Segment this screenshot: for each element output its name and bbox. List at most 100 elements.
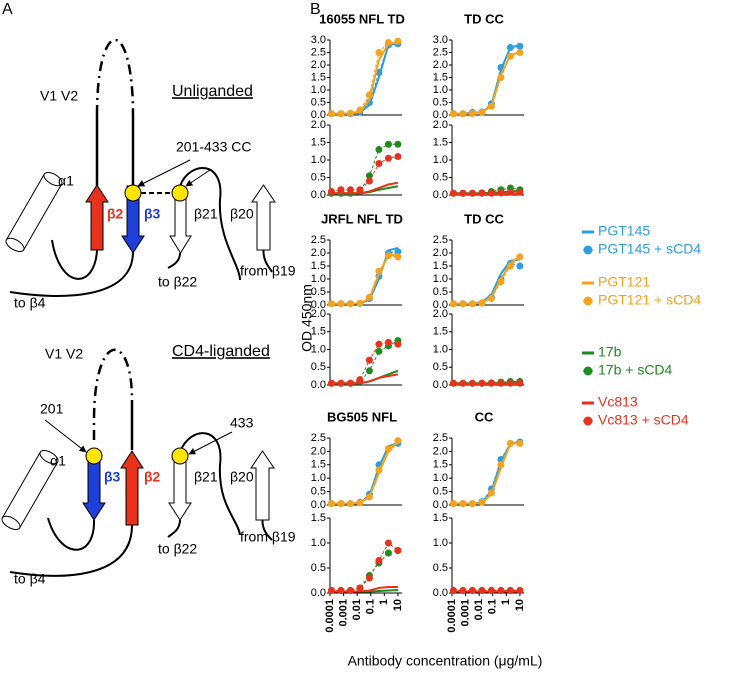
data-point — [375, 268, 382, 275]
beta20-arrow — [251, 451, 274, 520]
data-point — [507, 263, 514, 270]
data-point — [488, 103, 495, 110]
data-point — [337, 380, 344, 387]
data-point — [497, 74, 504, 81]
data-point — [337, 186, 344, 193]
chart-title: TD CC — [464, 211, 504, 226]
data-point — [328, 300, 335, 307]
v1v2-label: V1 V2 — [40, 88, 78, 104]
data-point — [488, 489, 495, 496]
data-point — [385, 540, 392, 547]
y-tick-label: 0.0 — [311, 499, 326, 511]
chart-title: TD CC — [464, 11, 504, 26]
series-line — [453, 53, 519, 114]
data-point — [356, 186, 363, 193]
data-point — [459, 110, 466, 117]
data-point — [459, 300, 466, 307]
data-point — [478, 380, 485, 387]
data-point — [347, 300, 354, 307]
x-axis-label: Antibody concentration (μg/mL) — [348, 653, 543, 669]
x-tick-label: 1 — [500, 599, 512, 605]
connector — [10, 252, 133, 296]
data-point — [366, 357, 373, 364]
x-tick-label: 0.001 — [459, 599, 471, 627]
y-tick-label: 1.0 — [311, 154, 326, 166]
data-point — [450, 380, 457, 387]
data-point — [394, 141, 401, 148]
data-point — [375, 348, 382, 355]
to-beta22: to β22 — [158, 274, 197, 290]
beta2-arrow — [121, 451, 143, 525]
data-point — [347, 380, 354, 387]
chart-title: 16055 NFL TD — [319, 11, 405, 26]
data-point — [516, 253, 523, 260]
y-tick-label: 2.0 — [433, 445, 448, 457]
data-point — [347, 186, 354, 193]
data-point — [328, 500, 335, 507]
legend-label: 17b — [598, 344, 622, 360]
legend-label: 17b + sCD4 — [598, 362, 673, 378]
legend-swatch — [584, 417, 593, 426]
connector — [168, 520, 180, 537]
data-point — [366, 178, 373, 185]
data-point — [450, 587, 457, 594]
y-tick-label: 2.0 — [433, 59, 448, 71]
from-beta19: from β19 — [240, 529, 296, 545]
beta3-label: β3 — [144, 206, 161, 222]
data-point — [450, 190, 457, 197]
data-point — [516, 587, 523, 594]
y-tick-label: 0.5 — [311, 486, 326, 498]
y-tick-label: 2.0 — [311, 247, 326, 259]
beta20-arrow — [252, 185, 275, 250]
helix-label: α1 — [58, 173, 74, 189]
y-tick-label: 1.5 — [433, 326, 448, 338]
data-point — [516, 43, 523, 50]
data-point — [488, 190, 495, 197]
data-point — [366, 294, 373, 301]
v1v2-loop — [97, 40, 133, 115]
legend-swatch — [584, 297, 593, 306]
series-line — [453, 442, 519, 504]
connector — [168, 253, 180, 268]
y-tick-label: 1.0 — [433, 343, 448, 355]
data-point — [375, 557, 382, 564]
data-point — [469, 500, 476, 507]
data-point — [497, 380, 504, 387]
y-tick-label: 2.0 — [311, 119, 326, 131]
data-point — [507, 53, 514, 60]
y-tick-label: 2.5 — [311, 432, 326, 444]
legend-label: PGT121 + sCD4 — [598, 292, 701, 308]
cys-201 — [125, 185, 141, 201]
to-beta4: to β4 — [14, 571, 46, 587]
y-tick-label: 0.5 — [433, 171, 448, 183]
y-tick-label: 1.0 — [433, 537, 448, 549]
panel-b: B OD 450nm Antibody concentration (μg/mL… — [299, 1, 543, 668]
y-tick-label: 1.0 — [433, 154, 448, 166]
data-point — [366, 575, 373, 582]
data-point — [328, 188, 335, 195]
data-point — [459, 587, 466, 594]
data-point — [516, 380, 523, 387]
y-tick-label: 1.0 — [433, 84, 448, 96]
series-line — [331, 256, 397, 304]
series-line — [331, 551, 397, 591]
data-point — [497, 461, 504, 468]
y-tick-label: 0.5 — [311, 96, 326, 108]
y-tick-label: 2.5 — [433, 46, 448, 58]
to-beta4: to β4 — [14, 295, 46, 311]
x-tick-label: 10 — [392, 599, 404, 611]
data-point — [385, 445, 392, 452]
y-tick-label: 2.0 — [433, 119, 448, 131]
data-point — [328, 587, 335, 594]
state-title: Unliganded — [172, 83, 253, 100]
series-line — [453, 442, 519, 504]
y-tick-label: 1.5 — [433, 512, 448, 524]
data-point — [450, 110, 457, 117]
data-point — [394, 253, 401, 260]
beta3-label: β3 — [104, 469, 121, 485]
data-point — [385, 141, 392, 148]
x-tick-label: 0.1 — [365, 599, 377, 614]
x-tick-label: 10 — [514, 599, 526, 611]
data-point — [385, 339, 392, 346]
y-tick-label: 1.5 — [311, 136, 326, 148]
